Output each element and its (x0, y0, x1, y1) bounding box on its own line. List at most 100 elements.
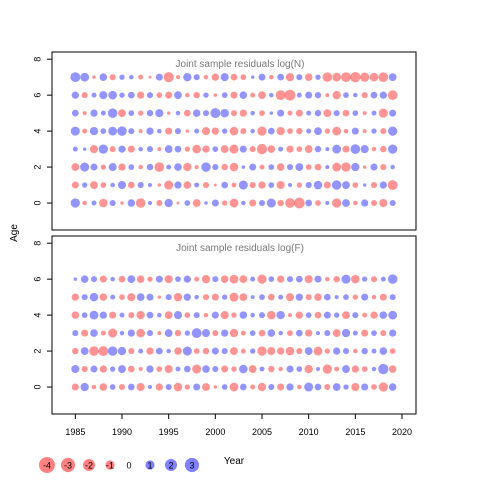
chart-title-log-f: Joint sample residuals log(F) (176, 243, 304, 254)
bubble-log-n (174, 181, 182, 189)
bubble-log-n (239, 109, 247, 117)
bubble-log-n (175, 75, 181, 80)
bubble-log-n (369, 72, 379, 82)
bubble-log-f (267, 329, 276, 337)
bubble-log-f (173, 382, 183, 392)
bubble-log-n (201, 127, 211, 136)
bubble-log-f (220, 275, 229, 283)
bubble-log-f (89, 292, 99, 302)
bubble-log-n (221, 200, 228, 206)
bubble-log-n (379, 181, 387, 189)
legend-marker (184, 457, 200, 473)
bubble-log-f (371, 366, 377, 372)
bubble-log-f (250, 295, 255, 300)
x-tick-label: 1985 (65, 427, 85, 437)
bubble-log-n (266, 198, 276, 208)
bubble-log-f (81, 366, 88, 373)
bubble-log-f (250, 276, 256, 282)
bubbles-log-n (70, 72, 398, 209)
bubble-log-f (277, 275, 285, 283)
bubble-log-f (221, 365, 229, 373)
bubble-log-n (276, 126, 285, 136)
bubble-log-n (72, 146, 78, 152)
bubble-log-f (192, 364, 202, 374)
bubble-log-n (285, 198, 295, 208)
bubble-log-f (248, 365, 257, 373)
bubble-log-f (286, 383, 294, 391)
bubble-log-f (387, 274, 398, 284)
x-tick-label: 2010 (299, 427, 319, 437)
bubble-log-n (100, 182, 107, 188)
bubble-log-n (306, 128, 312, 134)
bubble-log-n (305, 91, 313, 99)
bubble-log-f (249, 348, 256, 354)
bubble-log-n (296, 92, 302, 98)
bubble-log-f (250, 312, 255, 318)
legend-marker (164, 458, 178, 472)
bubble-log-n (241, 165, 246, 169)
x-tick-label: 1990 (112, 427, 132, 437)
bubble-log-n (174, 91, 182, 100)
bubble-log-f (81, 312, 88, 318)
bubble-log-n (90, 163, 98, 171)
plot-frame-log-n (51, 51, 417, 231)
bubble-log-f (183, 365, 191, 373)
bubble-log-f (110, 294, 116, 300)
bubble-log-n (352, 182, 359, 188)
bubble-log-f (379, 311, 388, 319)
bubble-log-f (361, 293, 369, 301)
bubble-log-n (92, 75, 96, 79)
bubble-log-n (193, 74, 200, 81)
bubble-log-n (137, 110, 144, 116)
bubble-log-n (296, 74, 303, 81)
bubble-log-n (388, 126, 398, 136)
bubble-log-n (164, 145, 173, 154)
bubble-log-f (165, 383, 172, 391)
bubble-log-n (127, 199, 136, 207)
bubble-log-f (267, 310, 276, 320)
bubble-log-n (203, 74, 209, 80)
bubble-log-n (148, 75, 152, 79)
bubble-log-n (156, 199, 163, 207)
bubble-log-f (110, 276, 115, 282)
bubble-log-f (173, 311, 183, 320)
bubble-log-n (183, 73, 192, 82)
bubble-log-n (239, 145, 247, 153)
bubble-log-n (165, 91, 173, 99)
bubble-log-f (193, 383, 201, 391)
bubble-log-f (72, 347, 79, 355)
bubble-log-f (127, 293, 136, 302)
bubble-log-f (257, 346, 267, 356)
bubble-log-f (155, 275, 163, 283)
bubble-log-n (212, 146, 219, 152)
bubble-log-n (109, 146, 116, 153)
y-tick-label-log-f: 6 (32, 277, 42, 282)
bubble-log-n (204, 201, 208, 205)
bubble-log-n (184, 200, 191, 206)
bubble-log-f (229, 328, 239, 338)
bubble-log-n (296, 182, 303, 188)
bubble-log-f (221, 384, 228, 390)
bubble-log-n (211, 127, 219, 135)
bubble-log-n (108, 126, 118, 136)
bubble-log-f (267, 347, 276, 356)
y-axis-label: Age (9, 224, 20, 242)
bubble-log-n (371, 146, 377, 152)
bubble-log-f (221, 294, 228, 300)
bubble-log-f (138, 367, 143, 372)
bubble-log-n (342, 199, 350, 207)
bubble-log-n (362, 129, 367, 134)
bubble-log-n (268, 182, 275, 188)
bubble-log-f (80, 347, 89, 355)
bubble-log-n (250, 92, 256, 98)
bubble-log-n (332, 198, 342, 208)
bubble-log-n (220, 108, 229, 118)
bubble-log-f (229, 274, 239, 284)
bubble-log-n (128, 164, 135, 170)
bubble-log-f (146, 311, 154, 319)
bubble-log-n (138, 164, 143, 170)
bubble-log-f (173, 292, 183, 302)
bubble-log-n (284, 89, 296, 101)
bubble-log-f (258, 312, 266, 319)
bubble-log-n (194, 128, 200, 134)
